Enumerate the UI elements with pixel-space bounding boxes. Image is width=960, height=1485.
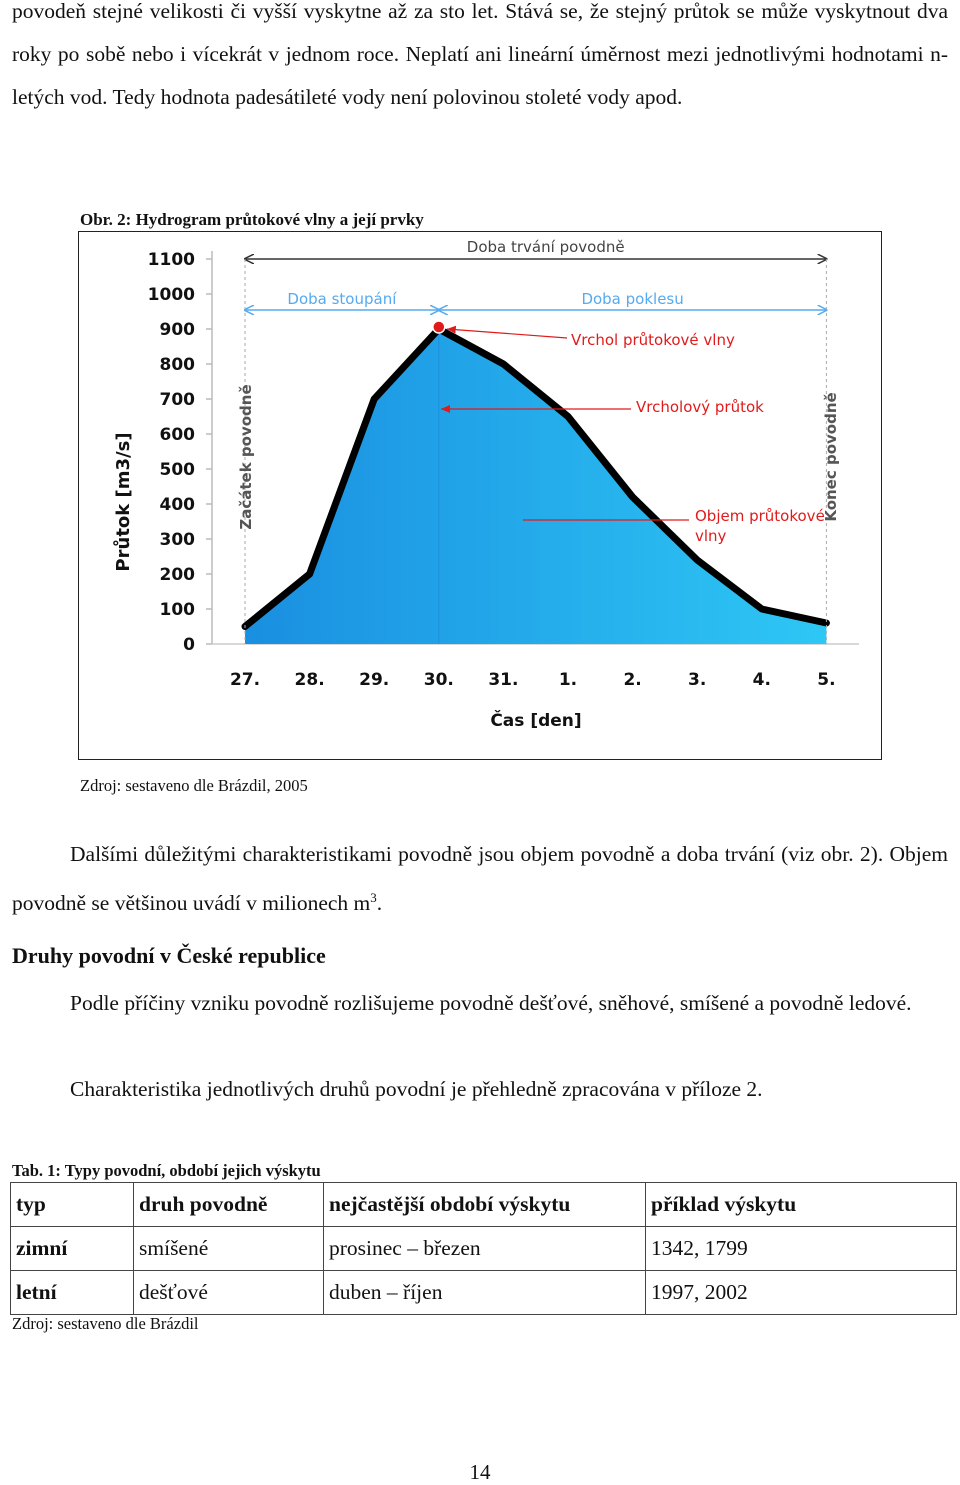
- paragraph-appendix: Charakteristika jednotlivých druhů povod…: [70, 1077, 763, 1101]
- flow-volume-area: [245, 329, 827, 644]
- y-axis-label: Průtok [m3/s]: [112, 432, 134, 571]
- cell-period: duben – říjen: [323, 1270, 646, 1315]
- peak-marker: [432, 320, 446, 334]
- y-tick-label: 1100: [148, 250, 195, 270]
- x-axis-label: Čas [den]: [490, 709, 581, 731]
- data-point: [695, 558, 699, 562]
- hydrograph-chart: 0 100 200 300 400 500 600 700 800 900 1000 1100 27.…: [78, 231, 882, 760]
- duration-label: Doba trvání povodně: [467, 238, 625, 256]
- data-point: [631, 495, 635, 499]
- paragraph-end: .: [376, 891, 383, 916]
- x-tick-label: 2.: [623, 670, 641, 690]
- page-number: 14: [469, 1460, 491, 1484]
- start-label: Začátek povodně: [237, 384, 255, 529]
- y-tick-label: 200: [160, 565, 196, 585]
- header-obdobi: nejčastější období výskytu: [323, 1182, 646, 1227]
- fall-label: Doba poklesu: [581, 290, 683, 308]
- header-typ: typ: [10, 1182, 134, 1227]
- data-point: [501, 362, 505, 366]
- end-label: Konec povodně: [822, 392, 840, 521]
- x-tick-label: 29.: [359, 670, 389, 690]
- intro-paragraph: povodeň stejné velikosti či vyšší vyskyt…: [12, 0, 948, 109]
- annotations: Doba trvání povodně Doba stoupání Doba pok…: [237, 238, 840, 644]
- y-tick-label: 1000: [148, 285, 195, 305]
- volume-label-line1: Objem průtokové: [695, 507, 825, 525]
- data-point: [372, 397, 376, 401]
- y-tick-label: 100: [160, 600, 196, 620]
- x-tick-label: 31.: [488, 670, 518, 690]
- y-tick-label: 300: [160, 530, 196, 550]
- x-tick-label: 1.: [559, 670, 577, 690]
- paragraph-causes: Podle příčiny vzniku povodně rozlišujeme…: [70, 991, 912, 1015]
- series-line: [241, 325, 830, 630]
- header-priklad: příklad výskytu: [645, 1182, 957, 1227]
- y-tick-label: 0: [183, 635, 195, 655]
- section-heading: Druhy povodní v České republice: [12, 943, 326, 968]
- data-point: [308, 572, 312, 576]
- figure-source: Zdroj: sestaveno dle Brázdil, 2005: [80, 776, 308, 795]
- superscript: 3: [370, 890, 377, 905]
- table-caption: Tab. 1: Typy povodní, období jejich výsk…: [12, 1161, 321, 1180]
- flood-types-table: typ druh povodně nejčastější období výsk…: [10, 1182, 957, 1315]
- table-header-row: typ druh povodně nejčastější období výsk…: [10, 1182, 957, 1227]
- y-tick-label: 600: [160, 425, 196, 445]
- rise-label: Doba stoupání: [287, 290, 397, 308]
- y-tick-label: 900: [160, 320, 196, 340]
- y-axis: 0 100 200 300 400 500 600 700 800 900 1000 1100: [148, 250, 859, 655]
- y-tick-label: 400: [160, 495, 196, 515]
- paragraph-characteristics-text: Dalšími důležitými charakteristikami pov…: [12, 842, 948, 916]
- cell-kind: smíšené: [133, 1226, 324, 1271]
- cell-kind: dešťové: [133, 1270, 324, 1315]
- x-tick-label: 3.: [688, 670, 706, 690]
- volume-label-line2: vlny: [695, 527, 727, 545]
- peak-flow-label: Vrcholový průtok: [636, 398, 764, 416]
- cell-period: prosinec – březen: [323, 1226, 646, 1271]
- x-tick-label: 4.: [753, 670, 771, 690]
- figure-caption: Obr. 2: Hydrogram průtokové vlny a její …: [80, 210, 424, 229]
- paragraph-characteristics: Dalšími důležitými charakteristikami pov…: [12, 833, 948, 925]
- x-tick-label: 28.: [295, 670, 325, 690]
- data-point: [566, 415, 570, 418]
- table-row: letní dešťové duben – říjen 1997, 2002: [10, 1270, 957, 1315]
- peak-pointer: [446, 325, 568, 339]
- table-source: Zdroj: sestaveno dle Brázdil: [12, 1314, 199, 1333]
- y-tick-label: 700: [160, 390, 196, 410]
- x-tick-label: 5.: [817, 670, 835, 690]
- data-point: [824, 621, 828, 625]
- x-tick-label: 30.: [424, 670, 454, 690]
- y-tick-label: 500: [160, 460, 196, 480]
- cell-example: 1342, 1799: [645, 1226, 957, 1271]
- flow-area: [241, 325, 830, 644]
- cell-example: 1997, 2002: [645, 1270, 957, 1315]
- hydrograph-svg: 0 100 200 300 400 500 600 700 800 900 1000 1100 27.…: [112, 238, 859, 731]
- header-druh: druh povodně: [133, 1182, 324, 1227]
- x-axis: 27. 28. 29. 30. 31. 1. 2. 3. 4. 5.: [230, 670, 836, 690]
- cell-type: zimní: [10, 1226, 134, 1271]
- data-point: [760, 607, 764, 611]
- cell-type: letní: [10, 1270, 134, 1315]
- table-row: zimní smíšené prosinec – březen 1342, 17…: [10, 1226, 957, 1271]
- x-tick-label: 27.: [230, 670, 260, 690]
- y-tick-label: 800: [160, 355, 196, 375]
- peak-label: Vrchol průtokové vlny: [571, 331, 735, 349]
